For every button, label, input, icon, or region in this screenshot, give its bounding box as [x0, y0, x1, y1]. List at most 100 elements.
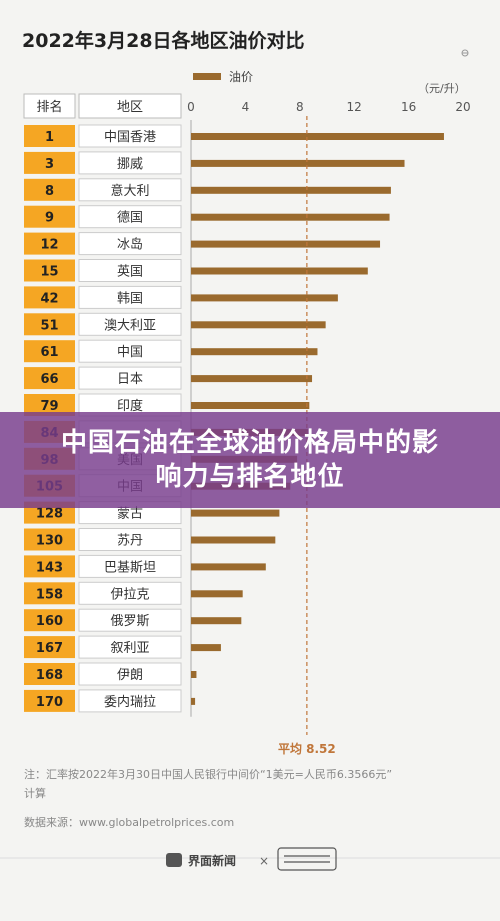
jiemian-logo-icon [166, 853, 182, 867]
region-label: 伊朗 [117, 668, 143, 683]
bar [191, 590, 243, 598]
headline-banner: 中国石油在全球油价格局中的影响力与排名地位 [0, 412, 500, 508]
rank-label: 61 [40, 345, 58, 360]
rank-label: 143 [36, 560, 63, 575]
footnote-line-2: 计算 [24, 786, 46, 800]
region-header-cell [78, 93, 182, 119]
bar [191, 321, 326, 329]
rank-cell [24, 340, 75, 363]
x-tick-label: 8 [296, 100, 304, 114]
x-tick-label: 12 [347, 100, 362, 114]
bar [191, 133, 444, 140]
average-label: 平均 8.52 [278, 741, 336, 756]
rank-cell [24, 178, 75, 201]
region-label: 委内瑞拉 [104, 694, 156, 710]
chart-title: 2022年3月28日各地区油价对比 [22, 29, 305, 52]
region-label: 韩国 [117, 291, 143, 306]
rank-cell [24, 367, 75, 390]
bar [191, 617, 242, 625]
shujuxia-logo-icon [277, 847, 337, 871]
region-cell [78, 339, 182, 363]
region-cell [78, 581, 182, 605]
region-cell [78, 232, 182, 256]
region-cell [78, 528, 182, 551]
rank-header: 排名 [36, 99, 62, 115]
rank-label: 3 [45, 157, 54, 172]
footer-brand: 界面新闻 [188, 853, 236, 868]
rank-cell [24, 582, 75, 605]
region-label: 俄罗斯 [110, 614, 149, 629]
region-header: 地区 [117, 100, 143, 115]
rank-cell [24, 609, 75, 632]
bar [191, 186, 391, 194]
bar [191, 563, 266, 571]
rank-cell [24, 313, 75, 336]
region-label: 澳大利亚 [104, 317, 156, 333]
rank-label: 158 [36, 587, 63, 602]
rank-header-cell [23, 93, 76, 119]
region-label: 印度 [117, 398, 143, 414]
rank-cell [24, 555, 75, 578]
rank-cell [24, 205, 75, 228]
data-source: 数据来源：www.globalpetrolprices.com [24, 815, 234, 829]
rank-cell [24, 286, 75, 309]
rank-label: 15 [40, 265, 58, 280]
rank-cell [24, 151, 75, 174]
region-label: 中国 [117, 345, 143, 360]
bar [191, 536, 276, 544]
region-cell [78, 312, 182, 336]
region-label: 德国 [117, 211, 143, 226]
rank-cell [24, 528, 75, 551]
rank-label: 12 [40, 238, 58, 253]
region-label: 苏丹 [117, 533, 143, 549]
unit-label: （元/升） [418, 82, 466, 95]
region-cell [78, 178, 182, 202]
rank-label: 160 [36, 614, 63, 629]
rank-label: 128 [36, 507, 63, 522]
region-cell [78, 608, 182, 632]
rank-cell [24, 394, 75, 416]
rank-label: 1 [45, 130, 54, 145]
bar [191, 697, 196, 705]
region-cell [78, 205, 182, 229]
rank-label: 9 [45, 211, 54, 226]
region-label: 日本 [117, 372, 143, 387]
rank-cell [24, 259, 75, 282]
more-options-icon[interactable] [461, 49, 469, 57]
region-label: 冰岛 [117, 237, 143, 253]
headline-text: 中国石油在全球油价格局中的影响力与排名地位 [60, 428, 439, 492]
bar [191, 348, 318, 356]
rank-label: 8 [45, 184, 54, 199]
region-cell [78, 285, 182, 309]
rank-cell [24, 663, 75, 685]
region-label: 蒙古 [117, 507, 143, 522]
bar [191, 671, 197, 678]
rank-label: 51 [40, 318, 58, 333]
rank-label: 79 [40, 399, 58, 414]
bar [191, 644, 221, 652]
bar [191, 240, 381, 248]
region-label: 中国香港 [104, 130, 156, 145]
region-cell [78, 689, 182, 713]
region-label: 意大利 [110, 183, 149, 199]
bar [191, 213, 390, 221]
rank-label: 168 [36, 668, 63, 683]
rank-cell [24, 636, 75, 659]
x-tick-label: 20 [455, 100, 470, 114]
footer-times: × [259, 854, 269, 868]
x-tick-label: 0 [187, 100, 195, 114]
region-cell [78, 124, 182, 148]
region-label: 挪威 [117, 157, 143, 172]
bar [191, 375, 313, 383]
legend-swatch [193, 73, 221, 80]
region-cell [78, 366, 182, 390]
rank-label: 167 [36, 641, 63, 656]
rank-label: 170 [36, 695, 63, 710]
footnote-line-1: 注：汇率按2022年3月30日中国人民银行中间价“1美元=人民币6.3566元” [24, 767, 392, 781]
region-cell [78, 554, 182, 578]
bar [191, 402, 310, 409]
region-cell [78, 635, 182, 659]
region-label: 英国 [117, 265, 143, 280]
region-cell [78, 259, 182, 282]
region-label: 伊拉克 [110, 587, 149, 602]
